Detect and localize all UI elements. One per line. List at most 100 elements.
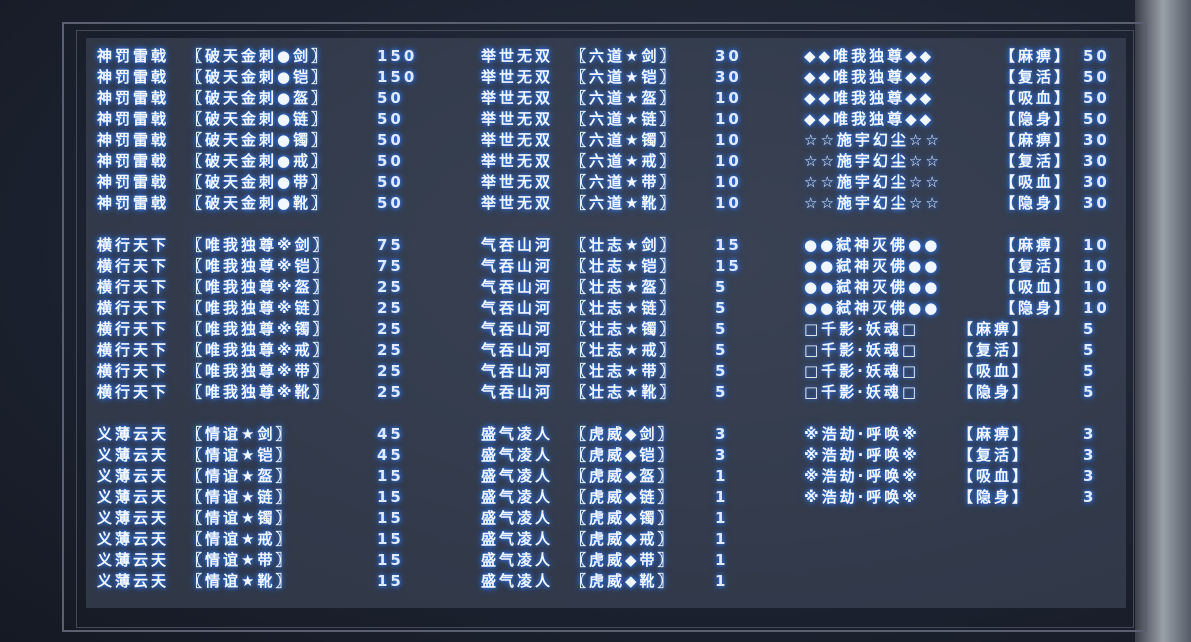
item-tag: 〖情谊★戒〗 [187, 530, 294, 548]
item-tag: 【吸血】 [1000, 173, 1073, 191]
item-name: 义薄云天 [97, 509, 170, 527]
item-tag: 〖破天金刺●带〗 [187, 173, 330, 191]
item-value: 50 [377, 173, 404, 191]
item-value: 15 [377, 488, 404, 506]
item-name: 盛气凌人 [481, 509, 554, 527]
item-tag: 【麻痹】 [958, 320, 1031, 338]
item-name: 神罚雷戟 [97, 68, 170, 86]
item-name: 神罚雷戟 [97, 152, 170, 170]
item-name: □千影·妖魂□ [804, 362, 920, 380]
item-name: 横行天下 [97, 383, 170, 401]
item-tag: 〖情谊★剑〗 [187, 425, 294, 443]
item-value: 5 [715, 383, 729, 401]
item-tag: 〖唯我独尊※带〗 [187, 362, 331, 380]
item-tag: 〖情谊★靴〗 [187, 572, 294, 590]
item-name: 举世无双 [481, 131, 554, 149]
item-value: 1 [715, 572, 729, 590]
item-value: 1 [715, 530, 729, 548]
item-tag: 〖六道★铠〗 [571, 68, 678, 86]
item-name: ●●弑神灭佛●● [804, 257, 941, 275]
item-value: 10 [1083, 278, 1110, 296]
item-name: ◆◆唯我独尊◆◆ [804, 89, 935, 107]
item-tag: 【隐身】 [1000, 194, 1073, 212]
item-value: 45 [377, 425, 404, 443]
item-value: 10 [715, 89, 742, 107]
item-value: 45 [377, 446, 404, 464]
item-tag: 〖六道★链〗 [571, 110, 678, 128]
item-name: 横行天下 [97, 278, 170, 296]
inner-frame [76, 30, 1134, 628]
item-value: 10 [1083, 257, 1110, 275]
reward-table-panel [86, 38, 1126, 608]
item-tag: 〖虎威◆剑〗 [571, 425, 676, 443]
item-tag: 〖破天金刺●靴〗 [187, 194, 330, 212]
item-tag: 〖壮志★链〗 [571, 299, 678, 317]
item-tag: 【复活】 [958, 341, 1031, 359]
item-name: 盛气凌人 [481, 530, 554, 548]
item-value: 15 [377, 530, 404, 548]
item-value: 30 [1083, 131, 1110, 149]
item-tag: 【吸血】 [1000, 89, 1073, 107]
item-value: 30 [1083, 152, 1110, 170]
item-name: 气吞山河 [481, 320, 554, 338]
item-value: 50 [1083, 47, 1110, 65]
item-tag: 〖唯我独尊※铠〗 [187, 257, 331, 275]
item-tag: 【复活】 [958, 446, 1031, 464]
item-value: 10 [715, 110, 742, 128]
item-name: 气吞山河 [481, 257, 554, 275]
item-value: 50 [1083, 68, 1110, 86]
item-tag: 【复活】 [1000, 68, 1073, 86]
item-name: 盛气凌人 [481, 572, 554, 590]
item-value: 3 [1083, 425, 1097, 443]
item-name: ☆☆施宇幻尘☆☆ [804, 131, 942, 149]
item-value: 5 [1083, 341, 1097, 359]
item-tag: 〖壮志★镯〗 [571, 320, 678, 338]
item-tag: 〖情谊★带〗 [187, 551, 294, 569]
item-tag: 【复活】 [1000, 257, 1073, 275]
item-value: 25 [377, 278, 404, 296]
item-name: 盛气凌人 [481, 425, 554, 443]
item-name: 神罚雷戟 [97, 173, 170, 191]
item-name: ◆◆唯我独尊◆◆ [804, 47, 935, 65]
item-value: 3 [1083, 446, 1097, 464]
item-value: 5 [1083, 383, 1097, 401]
item-value: 15 [715, 236, 742, 254]
item-value: 75 [377, 236, 404, 254]
item-name: 义薄云天 [97, 425, 170, 443]
item-tag: 〖壮志★带〗 [571, 362, 678, 380]
item-value: 5 [715, 341, 729, 359]
item-name: ◆◆唯我独尊◆◆ [804, 68, 935, 86]
item-name: 举世无双 [481, 110, 554, 128]
item-tag: 〖壮志★剑〗 [571, 236, 678, 254]
item-name: 举世无双 [481, 173, 554, 191]
item-value: 1 [715, 551, 729, 569]
item-tag: 【隐身】 [1000, 299, 1073, 317]
item-tag: 〖六道★带〗 [571, 173, 678, 191]
item-name: 神罚雷戟 [97, 89, 170, 107]
item-tag: 〖唯我独尊※戒〗 [187, 341, 331, 359]
item-tag: 〖六道★剑〗 [571, 47, 678, 65]
item-value: 3 [715, 425, 729, 443]
item-value: 50 [377, 131, 404, 149]
item-value: 5 [1083, 362, 1097, 380]
item-tag: 〖破天金刺●镯〗 [187, 131, 330, 149]
item-value: 5 [715, 299, 729, 317]
item-value: 1 [715, 509, 729, 527]
item-value: 75 [377, 257, 404, 275]
item-name: 气吞山河 [481, 236, 554, 254]
item-name: 气吞山河 [481, 341, 554, 359]
item-name: 神罚雷戟 [97, 110, 170, 128]
item-tag: 〖壮志★铠〗 [571, 257, 678, 275]
item-tag: 〖壮志★靴〗 [571, 383, 678, 401]
item-name: 神罚雷戟 [97, 47, 170, 65]
item-name: ☆☆施宇幻尘☆☆ [804, 194, 942, 212]
item-name: ☆☆施宇幻尘☆☆ [804, 173, 942, 191]
item-tag: 〖虎威◆镯〗 [571, 509, 676, 527]
item-tag: 【麻痹】 [1000, 131, 1073, 149]
item-tag: 〖虎威◆戒〗 [571, 530, 676, 548]
item-tag: 〖虎威◆盔〗 [571, 467, 676, 485]
item-tag: 【麻痹】 [1000, 236, 1073, 254]
item-name: ※浩劫·呼唤※ [804, 467, 920, 485]
item-tag: 【吸血】 [958, 467, 1031, 485]
item-value: 10 [715, 152, 742, 170]
